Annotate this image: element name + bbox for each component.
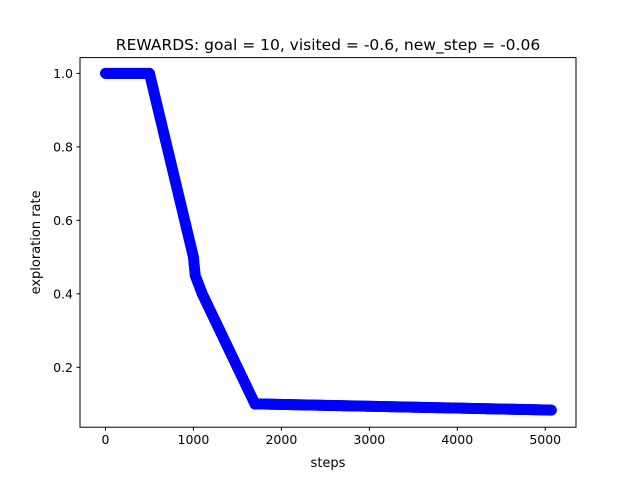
y-axis-ticks: 0.2 0.4 0.6 0.8 1.0 (53, 66, 80, 375)
y-tick-label: 0.6 (53, 213, 73, 228)
x-tick-label: 1000 (178, 432, 210, 447)
x-tick-label: 2000 (265, 432, 297, 447)
data-point (545, 404, 557, 416)
x-tick-label: 4000 (441, 432, 473, 447)
chart-title: REWARDS: goal = 10, visited = -0.6, new_… (116, 36, 540, 55)
x-tick-label: 0 (102, 432, 110, 447)
y-tick-label: 1.0 (53, 66, 73, 81)
y-tick-label: 0.4 (53, 286, 73, 301)
y-tick-label: 0.2 (53, 360, 73, 375)
x-tick-label: 3000 (353, 432, 385, 447)
y-tick-label: 0.8 (53, 139, 73, 154)
x-tick-label: 5000 (529, 432, 561, 447)
axes-frame (79, 57, 577, 428)
x-axis-label: steps (311, 456, 346, 471)
data-points (100, 67, 557, 416)
y-axis-label: exploration rate (29, 190, 44, 294)
x-axis-ticks: 0 1000 2000 3000 4000 5000 (102, 427, 561, 447)
